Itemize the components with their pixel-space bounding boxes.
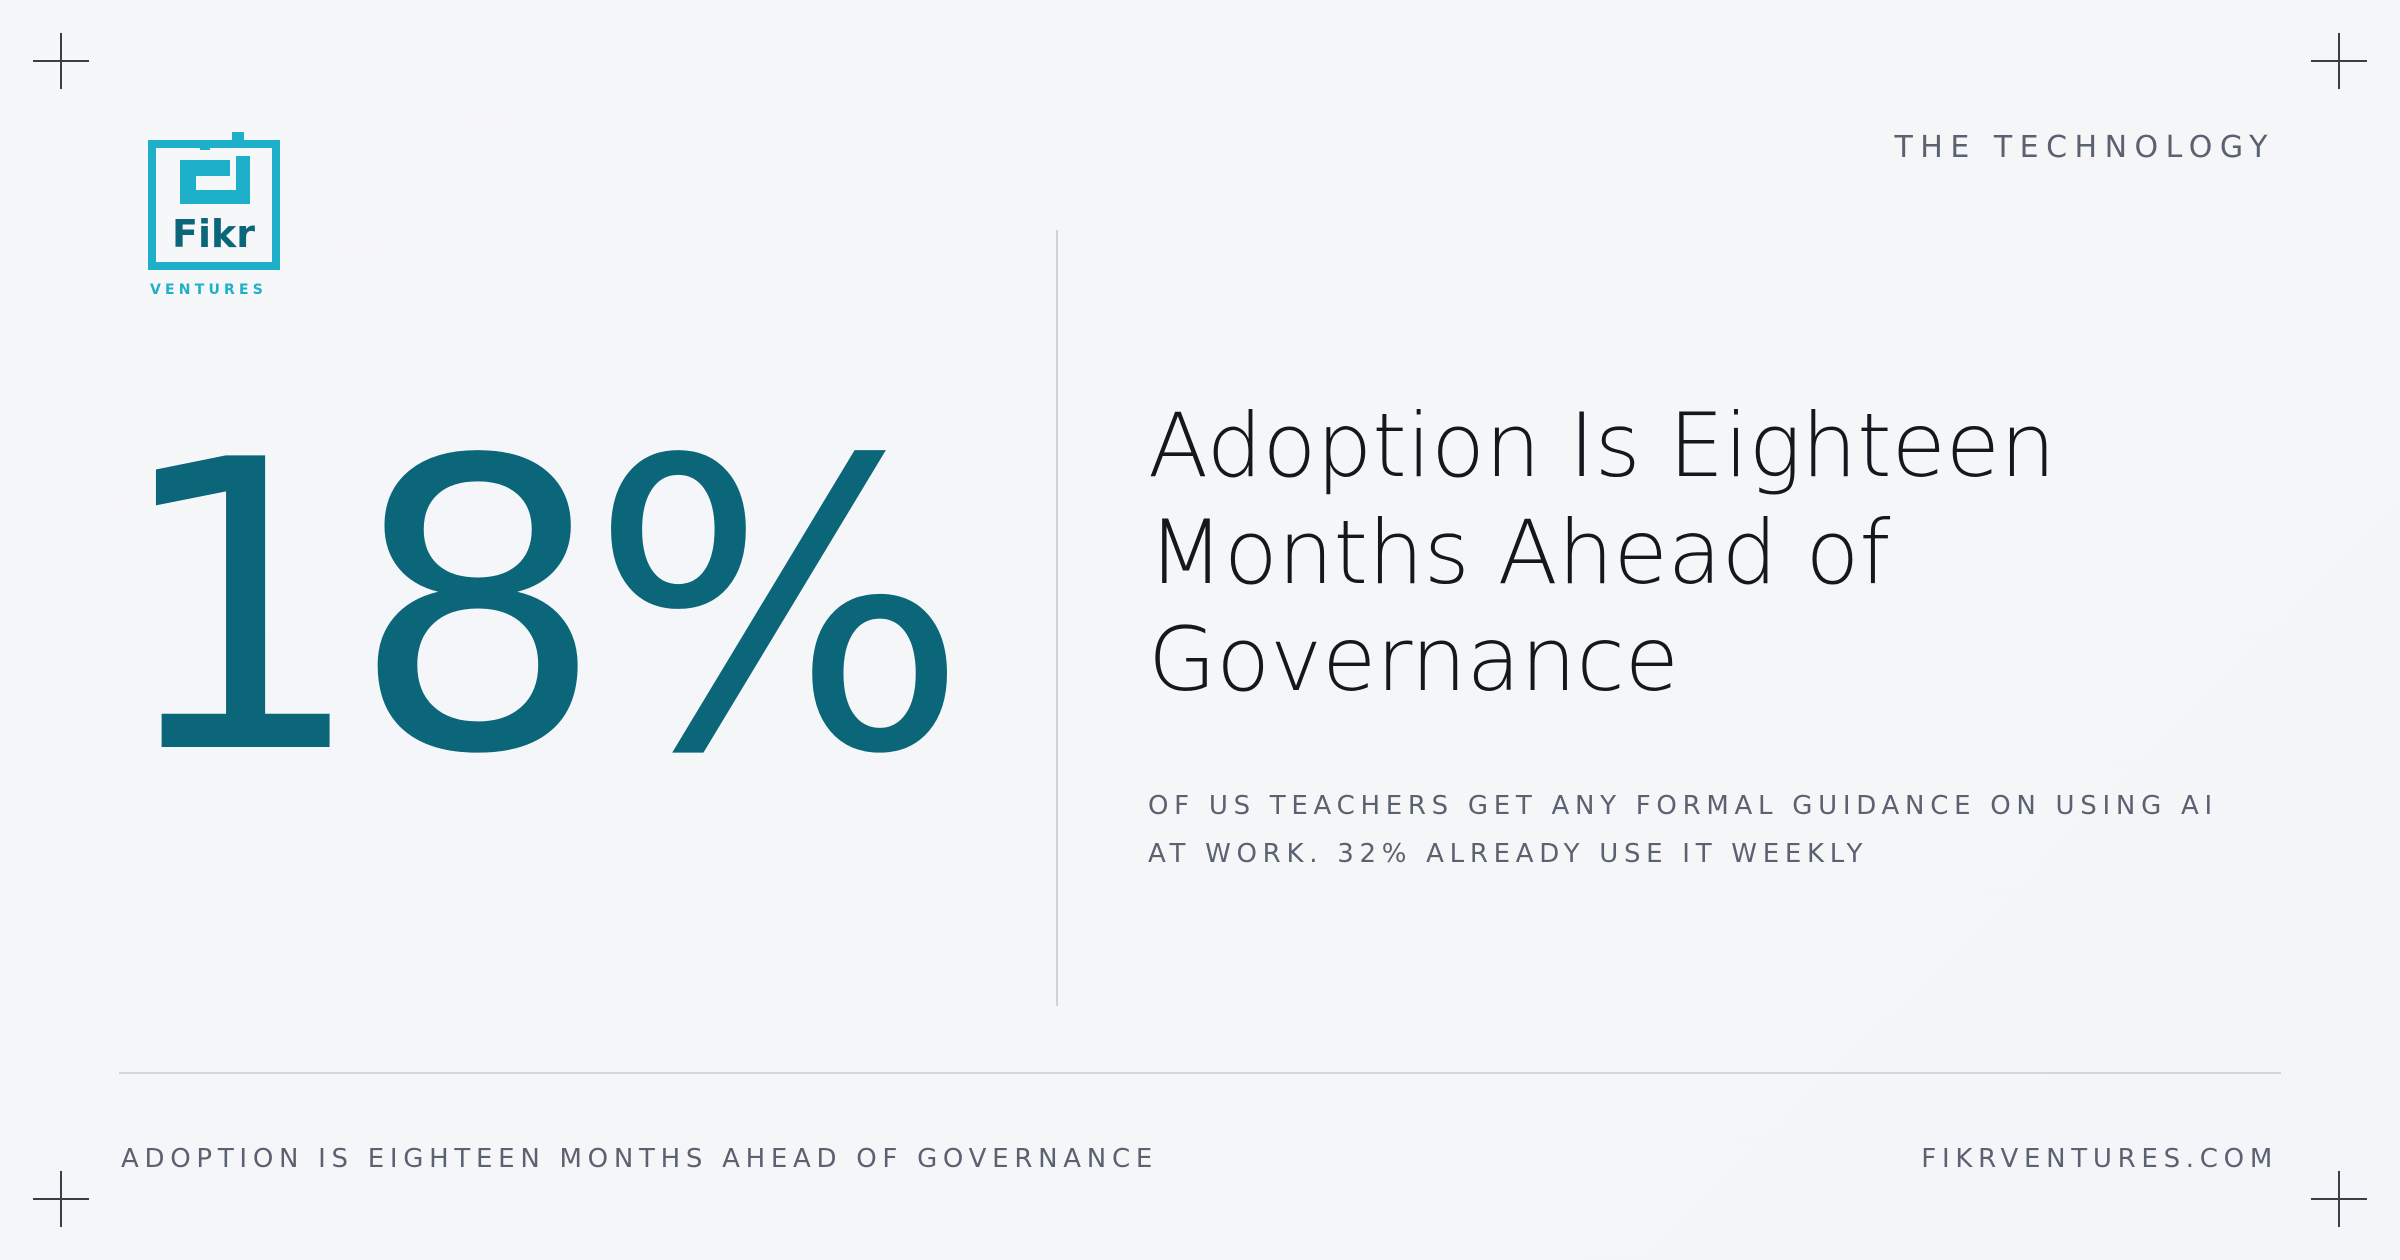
logo-name: Fikr (172, 212, 255, 256)
stat-figure: 18% (112, 377, 969, 842)
logo-mark (148, 132, 280, 270)
section-label: THE TECHNOLOGY (1894, 130, 2275, 165)
logo-sub: VENTURES (150, 282, 268, 298)
detail: OF US TEACHERS GET ANY FORMAL GUIDANCE O… (1148, 791, 2218, 869)
headline: Adoption Is Eighteen Months Ahead of Gov… (1148, 394, 2056, 711)
footer-left: ADOPTION IS EIGHTEEN MONTHS AHEAD OF GOV… (121, 1144, 1158, 1174)
corner-marks (33, 33, 2367, 1227)
footer-right: FIKRVENTURES.COM (1921, 1144, 2278, 1174)
